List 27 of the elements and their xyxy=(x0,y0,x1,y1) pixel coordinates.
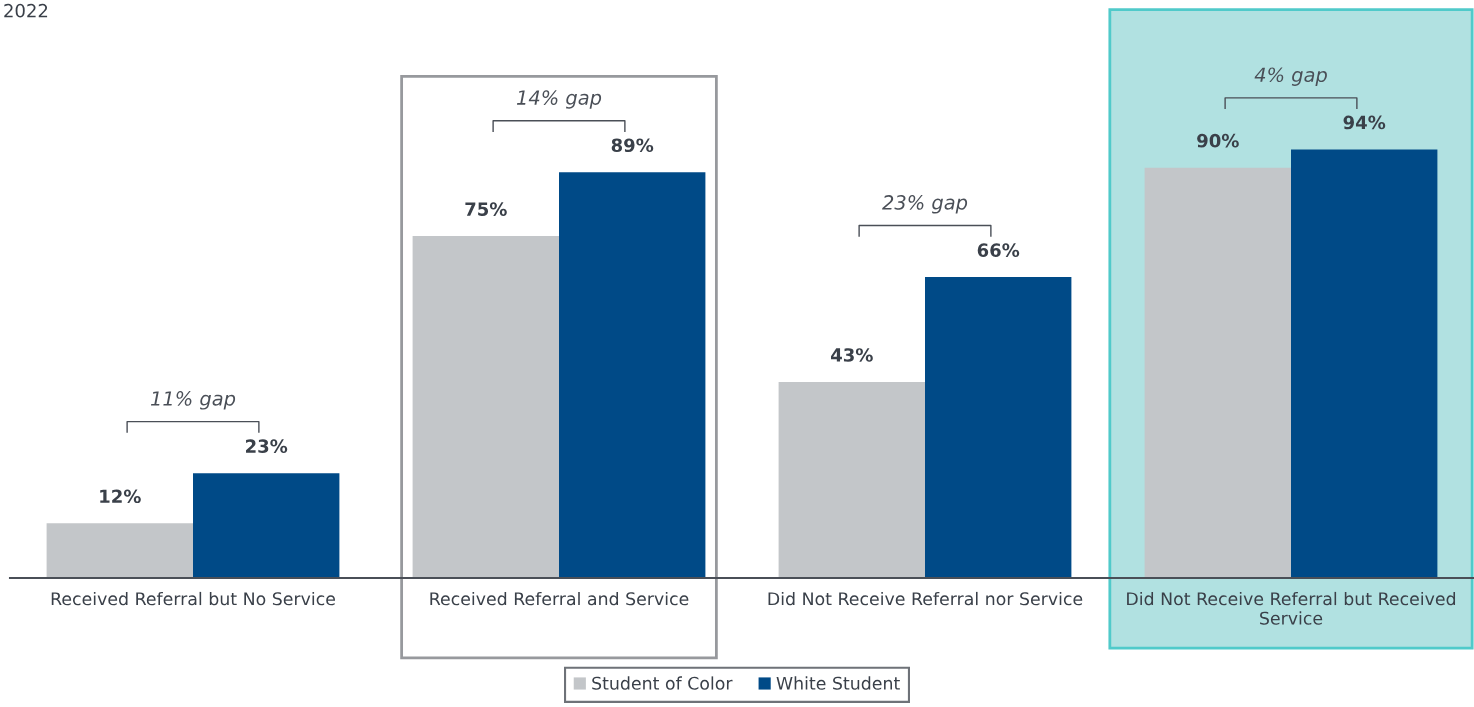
data-label: 90% xyxy=(1197,133,1239,148)
data-label: 23% xyxy=(246,439,288,453)
text: 14% gap xyxy=(516,90,602,109)
bar xyxy=(1144,167,1291,578)
annotation: 11% gap xyxy=(150,391,236,410)
data-label: 94% xyxy=(1343,115,1386,130)
bar xyxy=(778,381,925,578)
x-tick-label: Did Not Receive Referral nor Service xyxy=(768,591,1083,606)
bar xyxy=(925,277,1072,578)
bar xyxy=(46,523,193,578)
legend-label: White Student xyxy=(776,676,900,690)
data-label: 43% xyxy=(831,348,873,362)
x-tick-label: Received Referral and Service xyxy=(430,591,689,606)
annotation: 23% gap xyxy=(882,195,968,214)
x-tick-label: Did Not Receive Referral but Received Service xyxy=(1127,591,1456,625)
data-label: 75% xyxy=(465,202,507,216)
data-label: 12% xyxy=(100,489,141,504)
bar xyxy=(1291,149,1438,578)
data-label: 89% xyxy=(611,138,654,153)
legend-label: Student of Color xyxy=(592,676,733,690)
bar xyxy=(193,473,340,578)
text: 4% gap xyxy=(1254,67,1327,86)
x-tick-label: Received Referral but No Service xyxy=(51,591,335,606)
bar xyxy=(412,236,559,578)
data-label: 66% xyxy=(977,243,1020,257)
bar xyxy=(559,172,706,578)
chart-title: 2022 xyxy=(4,3,48,18)
